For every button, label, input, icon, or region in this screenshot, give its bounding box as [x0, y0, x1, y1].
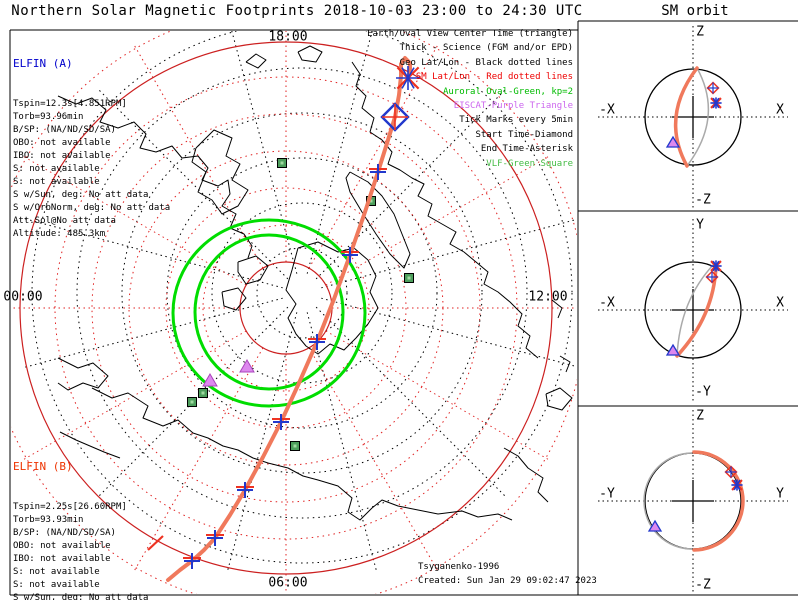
axis-label-X-Y-X: X — [776, 295, 784, 311]
axis-label-X-Y-Y: Y — [696, 217, 704, 233]
plot-legend: Earth/Oval View Center Time (triangle) Th… — [367, 27, 573, 171]
elfin-b-info-line: S w/Sun, deg: No att data — [13, 593, 149, 600]
elfin-a-info-line: Att.Sol@No att data — [13, 216, 116, 226]
legend-line: SM Lat/Lon - Red dotted lines — [415, 72, 573, 83]
elfin-footprint-track — [147, 56, 412, 582]
coastlines — [57, 45, 573, 521]
legend-line: Start Time-Diamond — [475, 129, 573, 140]
legend-line: Thick - Science (FGM and/or EPD) — [399, 43, 573, 54]
elfin-b-info-line: OBO: not available — [13, 541, 111, 551]
axis-label-X-Z-X: X — [776, 102, 784, 118]
plot-frame — [9, 20, 798, 596]
elfin-a-title: ELFIN (A) — [13, 57, 73, 70]
elfin-a-info-line: Altitude: 485.3km — [13, 229, 106, 239]
axis-label-X-Y--Y: -Y — [695, 384, 711, 400]
legend-line: Earth/Oval View Center Time (triangle) — [367, 29, 573, 39]
elfin-a-info-line: OBO: not available — [13, 138, 111, 148]
sm-orbit-panel-X-Y — [598, 219, 788, 402]
elfin-a-info-line: S: not available — [13, 177, 100, 187]
model-label: Tsyganenko-1996 — [418, 562, 500, 572]
elfin-b-lines: Tspin=2.25s[26.60RPM] Torb=93.93min B/SP: … — [13, 501, 170, 600]
elfin-b-info-line: Torb=93.93min — [13, 515, 84, 525]
axis-label-X-Z--Z: -Z — [695, 192, 711, 208]
start-end-markers — [380, 66, 420, 132]
mlt-label-0600: 06:00 — [268, 575, 308, 591]
legend-line: Auroral Oval-Green, kp=2 — [442, 86, 573, 97]
elfin-b-info-line: Tspin=2.25s[26.60RPM] — [13, 502, 127, 512]
axis-label-Y-Z-Y: Y — [776, 486, 784, 502]
elfin-b-info-block: ELFIN (B) Tspin=2.25s[26.60RPM] Torb=93.9… — [13, 434, 170, 600]
elfin-a-info-line: Torb=93.96min — [13, 112, 84, 122]
axis-label-X-Y--X: -X — [599, 295, 615, 311]
legend-line: EISCAT-Purple Triangle — [453, 101, 573, 112]
mlt-label-1200: 12:00 — [528, 289, 568, 305]
elfin-a-info-block: ELFIN (A) Tspin=12.3s[4.851RPM] Torb=93.9… — [13, 31, 170, 267]
eiscat-triangle-markers — [202, 359, 255, 387]
legend-line: VLF-Green Square — [486, 158, 573, 169]
sm-orbit-panel-Y-Z — [598, 410, 788, 592]
geo-grid — [21, 31, 577, 574]
vlf-square-markers — [187, 158, 414, 451]
sm-orbit-panel-X-Z — [598, 26, 788, 208]
page-title: Northern Solar Magnetic Footprints 2018-… — [11, 3, 583, 19]
legend-line: End Time-Asterisk — [480, 144, 573, 155]
axis-label-Y-Z-Z: Z — [696, 408, 704, 424]
five-min-tick-marks — [183, 164, 387, 569]
elfin-a-lines: Tspin=12.3s[4.851RPM] Torb=93.96min B/SP: … — [13, 98, 170, 241]
auroral-oval — [171, 218, 367, 408]
mlt-label-0000: 00:00 — [3, 289, 43, 305]
elfin-a-info-line: B/SP: (NA/ND/SD/SA) — [13, 125, 116, 135]
elfin-a-info-line: S w/OrbNorm, deg: No att data — [13, 203, 171, 213]
axis-label-Y-Z--Y: -Y — [599, 486, 615, 502]
main-map-group — [11, 31, 577, 594]
legend-line: Geo Lat/Lon - Black dotted lines — [399, 57, 573, 68]
elfin-a-info-line: S: not available — [13, 164, 100, 174]
sm-orbit-title: SM orbit — [661, 3, 729, 19]
elfin-a-info-line: S w/Sun, deg: No att data — [13, 190, 149, 200]
sm-grid — [11, 31, 577, 594]
elfin-a-info-line: IBO: not available — [13, 151, 111, 161]
mlt-label-1800: 18:00 — [268, 29, 308, 45]
elfin-b-title: ELFIN (B) — [13, 460, 73, 473]
elfin-b-info-line: S: not available — [13, 580, 100, 590]
axis-label-X-Z-Z: Z — [696, 24, 704, 40]
elfin-a-info-line: Tspin=12.3s[4.851RPM] — [13, 99, 127, 109]
elfin-b-info-line: S: not available — [13, 567, 100, 577]
created-timestamp: Created: Sun Jan 29 09:02:47 2023 — [418, 576, 597, 586]
elfin-b-info-line: B/SP: (NA/ND/SD/SA) — [13, 528, 116, 538]
elfin-b-info-line: IBO: not available — [13, 554, 111, 564]
axis-label-X-Z--X: -X — [599, 102, 615, 118]
legend-line: Tick Marks every 5min — [459, 115, 573, 126]
axis-label-Y-Z--Z: -Z — [695, 577, 711, 593]
